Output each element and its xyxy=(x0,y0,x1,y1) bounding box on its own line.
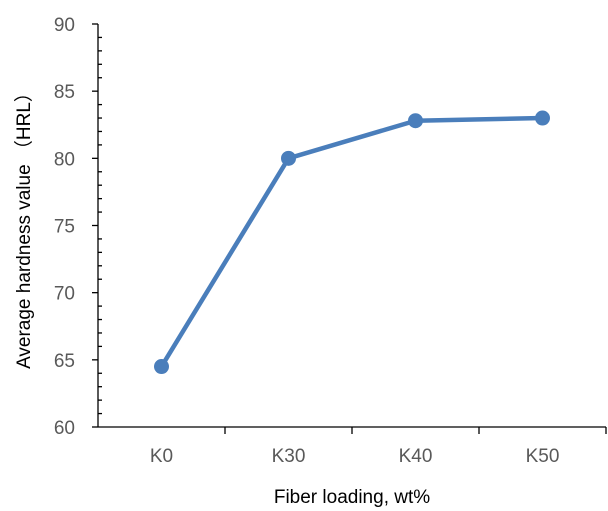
y-tick-label-90: 90 xyxy=(54,15,75,36)
x-tick-label-k40: K40 xyxy=(399,446,433,467)
x-tick-label-k0: K0 xyxy=(150,446,173,467)
y-tick-label-75: 75 xyxy=(54,217,75,238)
x-axis-title: Fiber loading, wt% xyxy=(274,487,430,508)
series-layer xyxy=(154,110,550,375)
y-tick-label-70: 70 xyxy=(54,284,75,305)
x-tick-label-k30: K30 xyxy=(272,446,306,467)
data-point-k0 xyxy=(154,359,169,375)
data-point-k30 xyxy=(281,150,296,166)
y-axis-title: Average hardness value （HRL） xyxy=(13,83,35,369)
x-axis: K0 K30 K40 K50 xyxy=(98,426,607,467)
y-tick-label-60: 60 xyxy=(54,418,75,439)
y-tick-label-85: 85 xyxy=(54,82,75,103)
x-tick-label-k50: K50 xyxy=(526,446,560,467)
y-tick-label-65: 65 xyxy=(54,351,75,372)
y-axis: 60 65 70 75 80 85 90 xyxy=(54,15,102,439)
series-line xyxy=(159,115,545,369)
data-point-k50 xyxy=(535,110,550,126)
data-point-k40 xyxy=(408,113,423,129)
y-tick-label-80: 80 xyxy=(54,149,75,170)
